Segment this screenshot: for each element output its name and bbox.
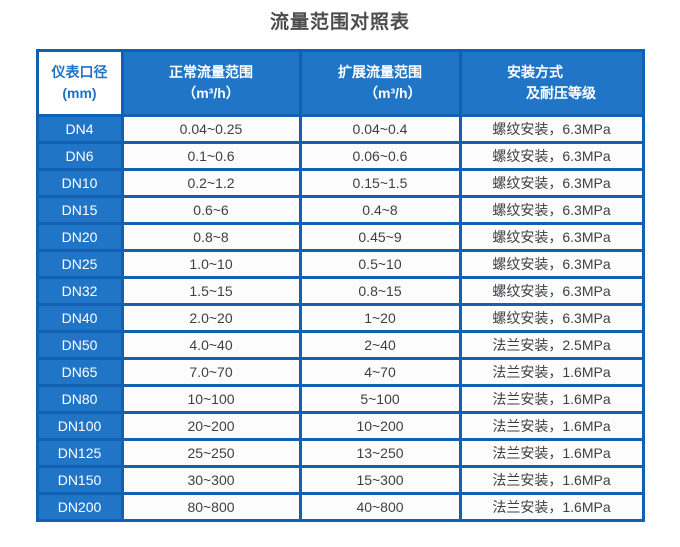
table-row: DN25 1.0~10 0.5~10 螺纹安装，6.3MPa — [35, 249, 645, 279]
normal-range-cell: 0.2~1.2 — [120, 168, 302, 198]
normal-range-cell: 0.8~8 — [120, 222, 302, 252]
table-row: DN150 30~300 15~300 法兰安装，1.6MPa — [35, 465, 645, 495]
dn-cell: DN125 — [35, 438, 124, 468]
install-cell: 螺纹安装，6.3MPa — [458, 276, 645, 306]
flow-range-table: 仪表口径 (mm) 正常流量范围 （m³/h） 扩展流量范围 （m³/h） 安装… — [35, 49, 645, 522]
extended-range-cell: 0.15~1.5 — [298, 168, 462, 198]
extended-range-cell: 0.4~8 — [298, 195, 462, 225]
extended-range-cell: 13~250 — [298, 438, 462, 468]
table-row: DN100 20~200 10~200 法兰安装，1.6MPa — [35, 411, 645, 441]
normal-range-cell: 10~100 — [120, 384, 302, 414]
header-extended-range-label: 扩展流量范围 — [338, 64, 422, 80]
dn-cell: DN10 — [35, 168, 124, 198]
install-cell: 法兰安装，1.6MPa — [458, 357, 645, 387]
dn-cell: DN50 — [35, 330, 124, 360]
extended-range-cell: 0.04~0.4 — [298, 114, 462, 144]
dn-cell: DN200 — [35, 492, 124, 522]
install-cell: 螺纹安装，6.3MPa — [458, 114, 645, 144]
table-row: DN125 25~250 13~250 法兰安装，1.6MPa — [35, 438, 645, 468]
normal-range-cell: 30~300 — [120, 465, 302, 495]
dn-cell: DN4 — [35, 114, 124, 144]
normal-range-cell: 20~200 — [120, 411, 302, 441]
dn-cell: DN65 — [35, 357, 124, 387]
extended-range-cell: 5~100 — [298, 384, 462, 414]
install-cell: 螺纹安装，6.3MPa — [458, 168, 645, 198]
install-cell: 螺纹安装，6.3MPa — [458, 195, 645, 225]
extended-range-cell: 2~40 — [298, 330, 462, 360]
dn-cell: DN40 — [35, 303, 124, 333]
extended-range-cell: 0.8~15 — [298, 276, 462, 306]
install-cell: 螺纹安装，6.3MPa — [458, 303, 645, 333]
normal-range-cell: 80~800 — [120, 492, 302, 522]
dn-cell: DN25 — [35, 249, 124, 279]
extended-range-cell: 0.06~0.6 — [298, 141, 462, 171]
install-cell: 螺纹安装，6.3MPa — [458, 141, 645, 171]
table-row: DN6 0.1~0.6 0.06~0.6 螺纹安装，6.3MPa — [35, 141, 645, 171]
header-install-method-label: 安装方式 — [507, 64, 563, 80]
header-extended-range: 扩展流量范围 （m³/h） — [298, 49, 462, 117]
table-row: DN80 10~100 5~100 法兰安装，1.6MPa — [35, 384, 645, 414]
extended-range-cell: 0.45~9 — [298, 222, 462, 252]
header-meter-diameter-label: 仪表口径 — [51, 64, 108, 80]
normal-range-cell: 4.0~40 — [120, 330, 302, 360]
extended-range-cell: 10~200 — [298, 411, 462, 441]
table-row: DN200 80~800 40~800 法兰安装，1.6MPa — [35, 492, 645, 522]
normal-range-cell: 7.0~70 — [120, 357, 302, 387]
header-install-method-sub: 及耐压等级 — [526, 85, 596, 101]
install-cell: 螺纹安装，6.3MPa — [458, 222, 645, 252]
dn-cell: DN150 — [35, 465, 124, 495]
table-row: DN32 1.5~15 0.8~15 螺纹安装，6.3MPa — [35, 276, 645, 306]
install-cell: 法兰安装，1.6MPa — [458, 384, 645, 414]
header-install-method: 安装方式 及耐压等级 — [458, 49, 645, 117]
normal-range-cell: 25~250 — [120, 438, 302, 468]
install-cell: 法兰安装，1.6MPa — [458, 492, 645, 522]
install-cell: 法兰安装，1.6MPa — [458, 465, 645, 495]
extended-range-cell: 15~300 — [298, 465, 462, 495]
table-row: DN50 4.0~40 2~40 法兰安装，2.5MPa — [35, 330, 645, 360]
dn-cell: DN15 — [35, 195, 124, 225]
table-row: DN10 0.2~1.2 0.15~1.5 螺纹安装，6.3MPa — [35, 168, 645, 198]
header-meter-diameter: 仪表口径 (mm) — [35, 49, 124, 117]
extended-range-cell: 40~800 — [298, 492, 462, 522]
page-title: 流量范围对照表 — [269, 12, 410, 33]
extended-range-cell: 0.5~10 — [298, 249, 462, 279]
table-row: DN65 7.0~70 4~70 法兰安装，1.6MPa — [35, 357, 645, 387]
normal-range-cell: 0.6~6 — [120, 195, 302, 225]
dn-cell: DN32 — [35, 276, 124, 306]
normal-range-cell: 2.0~20 — [120, 303, 302, 333]
normal-range-cell: 1.5~15 — [120, 276, 302, 306]
install-cell: 法兰安装，1.6MPa — [458, 411, 645, 441]
table-row: DN15 0.6~6 0.4~8 螺纹安装，6.3MPa — [35, 195, 645, 225]
install-cell: 法兰安装，1.6MPa — [458, 438, 645, 468]
normal-range-cell: 0.04~0.25 — [120, 114, 302, 144]
extended-range-cell: 4~70 — [298, 357, 462, 387]
table-row: DN4 0.04~0.25 0.04~0.4 螺纹安装，6.3MPa — [35, 114, 645, 144]
table-header: 仪表口径 (mm) 正常流量范围 （m³/h） 扩展流量范围 （m³/h） 安装… — [35, 49, 645, 117]
normal-range-cell: 1.0~10 — [120, 249, 302, 279]
dn-cell: DN6 — [35, 141, 124, 171]
dn-cell: DN20 — [35, 222, 124, 252]
header-meter-diameter-unit: (mm) — [62, 85, 97, 101]
table-row: DN20 0.8~8 0.45~9 螺纹安装，6.3MPa — [35, 222, 645, 252]
header-extended-range-unit: （m³/h） — [364, 85, 422, 101]
header-normal-range-unit: （m³/h） — [182, 85, 240, 101]
install-cell: 螺纹安装，6.3MPa — [458, 249, 645, 279]
extended-range-cell: 1~20 — [298, 303, 462, 333]
dn-cell: DN100 — [35, 411, 124, 441]
header-row: 仪表口径 (mm) 正常流量范围 （m³/h） 扩展流量范围 （m³/h） 安装… — [35, 49, 645, 117]
table-row: DN40 2.0~20 1~20 螺纹安装，6.3MPa — [35, 303, 645, 333]
header-normal-range: 正常流量范围 （m³/h） — [120, 49, 302, 117]
normal-range-cell: 0.1~0.6 — [120, 141, 302, 171]
header-normal-range-label: 正常流量范围 — [169, 64, 253, 80]
dn-cell: DN80 — [35, 384, 124, 414]
table-body: DN4 0.04~0.25 0.04~0.4 螺纹安装，6.3MPa DN6 0.1~0.… — [35, 114, 645, 522]
install-cell: 法兰安装，2.5MPa — [458, 330, 645, 360]
